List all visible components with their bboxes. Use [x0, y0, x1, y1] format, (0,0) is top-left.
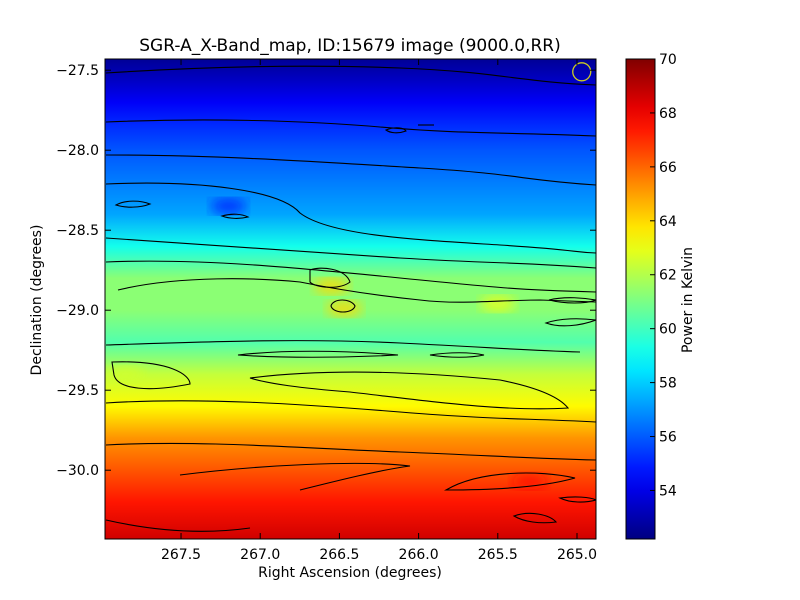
- y-tick-label: −28.0: [56, 143, 99, 159]
- contour-line: [548, 297, 596, 304]
- x-tick-label: 266.0: [399, 547, 439, 563]
- x-tick-label: 267.0: [240, 547, 280, 563]
- contour-line: [220, 213, 250, 219]
- heatmap-feature: [313, 278, 350, 295]
- contour-line: [384, 127, 407, 134]
- heatmap-feature: [107, 366, 144, 383]
- y-tick-label: −29.5: [56, 383, 99, 399]
- contour-lines: [105, 65, 596, 532]
- contour-line: [443, 472, 576, 491]
- contour-line: [330, 299, 356, 313]
- heatmap-feature: [479, 295, 516, 312]
- x-axis-label: Right Ascension (degrees): [258, 565, 442, 581]
- heatmap-feature: [210, 198, 247, 215]
- contour-line: [105, 237, 596, 269]
- contour-line: [105, 400, 596, 423]
- colorbar-tick-label: 66: [659, 160, 677, 176]
- contour-line: [179, 462, 411, 491]
- contour-line: [309, 267, 351, 288]
- colorbar-tick-label: 56: [659, 430, 677, 446]
- heatmap-bands: [105, 59, 596, 539]
- colorbar-tick-label: 58: [659, 376, 677, 392]
- chart-title: SGR-A_X-Band_map, ID:15679 image (9000.0…: [139, 36, 560, 56]
- colorbar-label: Power in Kelvin: [680, 247, 696, 353]
- contour-line: [558, 496, 596, 503]
- contour-line: [512, 512, 558, 524]
- plot-area: [105, 59, 596, 539]
- y-axis-ticks: −27.5 −28.0 −28.5 −29.0 −29.5 −30.0: [56, 63, 596, 479]
- contour-line: [544, 318, 596, 327]
- contour-line: [237, 350, 399, 358]
- contour-line: [105, 119, 596, 137]
- contour-line: [249, 371, 570, 410]
- contour-line: [105, 260, 596, 293]
- contour-line: [111, 361, 191, 390]
- contour-line: [105, 442, 596, 461]
- y-tick-label: −27.5: [56, 63, 99, 79]
- contour-line: [105, 340, 581, 353]
- plot-frame: [104, 58, 597, 540]
- beam-marker: [572, 62, 592, 82]
- colorbar-tick-label: 60: [659, 322, 677, 338]
- y-tick-label: −28.5: [56, 223, 99, 239]
- contour-line: [105, 519, 251, 532]
- y-tick-label: −30.0: [56, 463, 99, 479]
- colorbar-tick-label: 62: [659, 268, 677, 284]
- y-axis-label: Declination (degrees): [29, 225, 45, 376]
- y-tick-label: −29.0: [56, 303, 99, 319]
- x-tick-label: 267.5: [161, 547, 201, 563]
- contour-line: [117, 278, 596, 303]
- colorbar-tick-label: 68: [659, 106, 677, 122]
- x-tick-label: 265.0: [557, 547, 597, 563]
- contour-line: [105, 65, 596, 86]
- colorbar-tick-label: 64: [659, 214, 677, 230]
- contour-line: [105, 154, 596, 186]
- x-tick-label: 265.5: [478, 547, 518, 563]
- contour-line: [105, 182, 596, 254]
- x-tick-label: 266.5: [319, 547, 359, 563]
- heatmap-background: [105, 59, 596, 539]
- colorbar-tick-label: 70: [659, 52, 677, 68]
- heatmap-feature: [326, 300, 363, 317]
- colorbar-tick-label: 54: [659, 483, 677, 499]
- contour-line: [114, 200, 152, 208]
- contour-line: [429, 352, 485, 358]
- colorbar-ticks: 54 56 58 60 62 64 66 68 70: [650, 52, 677, 499]
- x-axis-ticks: 267.5 267.0 266.5 266.0 265.5 265.0: [161, 59, 597, 563]
- colorbar: [625, 58, 656, 540]
